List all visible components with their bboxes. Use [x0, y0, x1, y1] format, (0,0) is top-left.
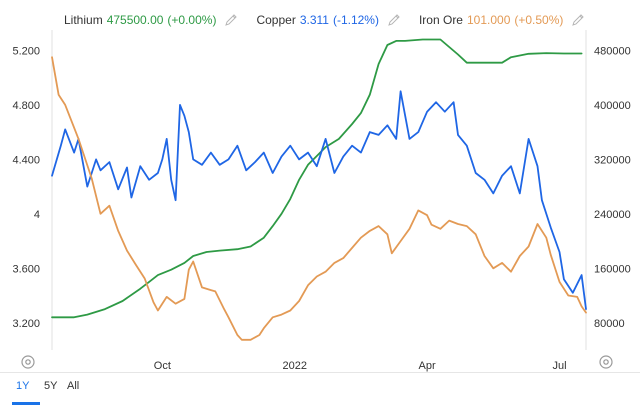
- legend-lithium-value: 475500.00: [106, 13, 164, 27]
- y-right-tick-label: 400000: [594, 100, 631, 112]
- divider: [0, 372, 640, 373]
- tab-all[interactable]: All: [67, 380, 80, 392]
- y-left-tick-label: 4.400: [12, 154, 40, 166]
- x-tick-label: Oct: [154, 360, 171, 372]
- range-tabs: 1Y 5Y All: [0, 372, 640, 406]
- y-axis-right: 480000 400000 320000 240000 160000 80000: [594, 45, 631, 329]
- y-left-tick-label: 5.200: [12, 45, 40, 57]
- pencil-icon[interactable]: [571, 13, 585, 27]
- commodity-line-chart: 5.200 4.800 4.400 4 3.600 3.200 480000 400000 3…: [12, 30, 631, 372]
- series-line-lithium: [51, 38, 583, 319]
- y-right-tick-label: 480000: [594, 45, 631, 57]
- series-layer: [51, 38, 587, 341]
- x-tick-label: 2022: [282, 360, 306, 372]
- settings-icon[interactable]: [599, 355, 613, 369]
- x-tick-label: Apr: [419, 360, 436, 372]
- y-left-tick-label: 3.200: [12, 318, 40, 330]
- legend-iron-ore-name: Iron Ore: [418, 13, 463, 27]
- legend-copper-value: 3.311: [299, 13, 329, 27]
- legend-item-lithium[interactable]: Lithium 475500.00 (+0.00%): [64, 13, 238, 27]
- pencil-icon[interactable]: [387, 13, 401, 27]
- legend-lithium-change: (+0.00%): [167, 13, 217, 27]
- tab-1y[interactable]: 1Y: [16, 380, 30, 392]
- series-line-copper: [51, 90, 587, 310]
- y-axis-left: 5.200 4.800 4.400 4 3.600 3.200: [12, 45, 40, 329]
- legend-item-iron-ore[interactable]: Iron Ore 101.000 (+0.50%): [419, 13, 585, 27]
- x-tick-label: Jul: [552, 360, 566, 372]
- y-right-tick-label: 80000: [594, 318, 625, 330]
- pencil-icon[interactable]: [224, 13, 238, 27]
- y-right-tick-label: 160000: [594, 263, 631, 275]
- settings-icon[interactable]: [21, 355, 35, 369]
- plot-frame: [51, 30, 587, 350]
- y-right-tick-label: 320000: [594, 154, 631, 166]
- legend-iron-ore-change: (+0.50%): [514, 13, 564, 27]
- legend-item-copper[interactable]: Copper 3.311 (-1.12%): [256, 13, 401, 27]
- x-axis: Oct 2022 Apr Jul: [154, 360, 567, 372]
- y-right-tick-label: 240000: [594, 209, 631, 221]
- y-left-tick-label: 4: [34, 209, 40, 221]
- series-line-iron-ore: [51, 56, 587, 341]
- y-left-tick-label: 3.600: [12, 263, 40, 275]
- tab-5y[interactable]: 5Y: [44, 380, 58, 392]
- y-left-tick-label: 4.800: [12, 100, 40, 112]
- active-tab-indicator: [12, 402, 40, 405]
- legend-lithium-name: Lithium: [64, 13, 103, 27]
- legend-copper-name: Copper: [256, 13, 296, 27]
- legend-copper-change: (-1.12%): [332, 13, 379, 27]
- legend-iron-ore-value: 101.000: [466, 13, 511, 27]
- chart-legend: Lithium 475500.00 (+0.00%) Copper 3.311 …: [64, 10, 585, 30]
